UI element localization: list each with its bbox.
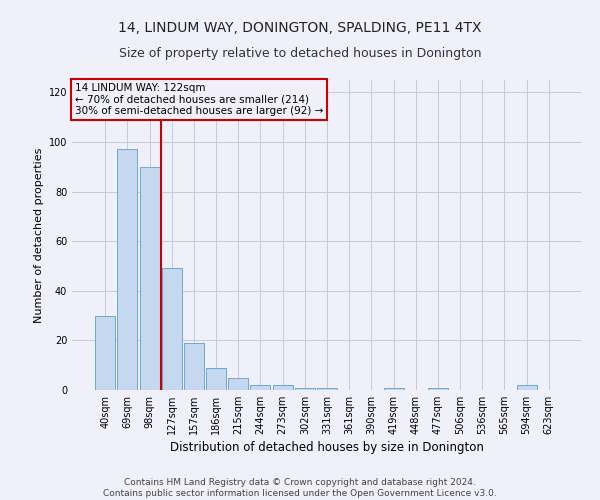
- Bar: [250, 385, 271, 390]
- Bar: [295, 388, 315, 390]
- Bar: [317, 388, 337, 390]
- Bar: [383, 388, 404, 390]
- Text: 14 LINDUM WAY: 122sqm
← 70% of detached houses are smaller (214)
30% of semi-det: 14 LINDUM WAY: 122sqm ← 70% of detached …: [74, 83, 323, 116]
- Text: Contains HM Land Registry data © Crown copyright and database right 2024.
Contai: Contains HM Land Registry data © Crown c…: [103, 478, 497, 498]
- Bar: [428, 388, 448, 390]
- Bar: [140, 167, 160, 390]
- Bar: [228, 378, 248, 390]
- Y-axis label: Number of detached properties: Number of detached properties: [34, 148, 44, 322]
- Bar: [118, 150, 137, 390]
- Text: 14, LINDUM WAY, DONINGTON, SPALDING, PE11 4TX: 14, LINDUM WAY, DONINGTON, SPALDING, PE1…: [118, 21, 482, 35]
- X-axis label: Distribution of detached houses by size in Donington: Distribution of detached houses by size …: [170, 441, 484, 454]
- Bar: [206, 368, 226, 390]
- Bar: [162, 268, 182, 390]
- Bar: [95, 316, 115, 390]
- Text: Size of property relative to detached houses in Donington: Size of property relative to detached ho…: [119, 47, 481, 60]
- Bar: [272, 385, 293, 390]
- Bar: [517, 385, 536, 390]
- Bar: [184, 343, 204, 390]
